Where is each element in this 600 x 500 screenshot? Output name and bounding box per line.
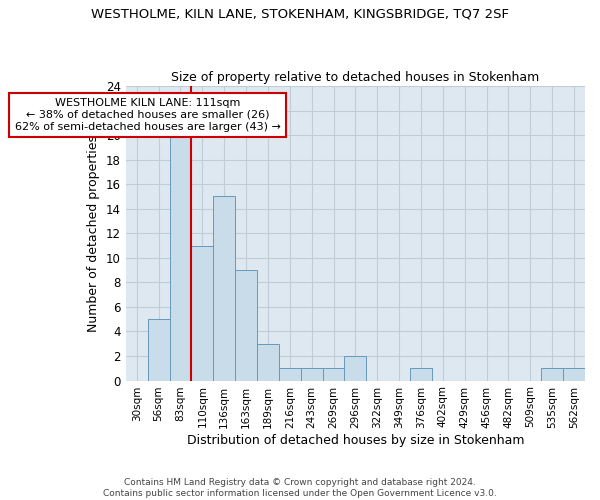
Text: WESTHOLME, KILN LANE, STOKENHAM, KINGSBRIDGE, TQ7 2SF: WESTHOLME, KILN LANE, STOKENHAM, KINGSBR… <box>91 8 509 20</box>
Bar <box>301 368 323 380</box>
Bar <box>344 356 367 380</box>
Text: Contains HM Land Registry data © Crown copyright and database right 2024.
Contai: Contains HM Land Registry data © Crown c… <box>103 478 497 498</box>
Bar <box>410 368 432 380</box>
Bar <box>191 246 213 380</box>
Y-axis label: Number of detached properties: Number of detached properties <box>88 135 100 332</box>
Bar <box>213 196 235 380</box>
Bar <box>541 368 563 380</box>
Bar <box>257 344 279 381</box>
Bar <box>235 270 257 380</box>
Bar <box>279 368 301 380</box>
Text: WESTHOLME KILN LANE: 111sqm
← 38% of detached houses are smaller (26)
62% of sem: WESTHOLME KILN LANE: 111sqm ← 38% of det… <box>15 98 281 132</box>
Title: Size of property relative to detached houses in Stokenham: Size of property relative to detached ho… <box>171 70 539 84</box>
X-axis label: Distribution of detached houses by size in Stokenham: Distribution of detached houses by size … <box>187 434 524 448</box>
Bar <box>563 368 585 380</box>
Bar <box>323 368 344 380</box>
Bar <box>170 135 191 380</box>
Bar <box>148 319 170 380</box>
